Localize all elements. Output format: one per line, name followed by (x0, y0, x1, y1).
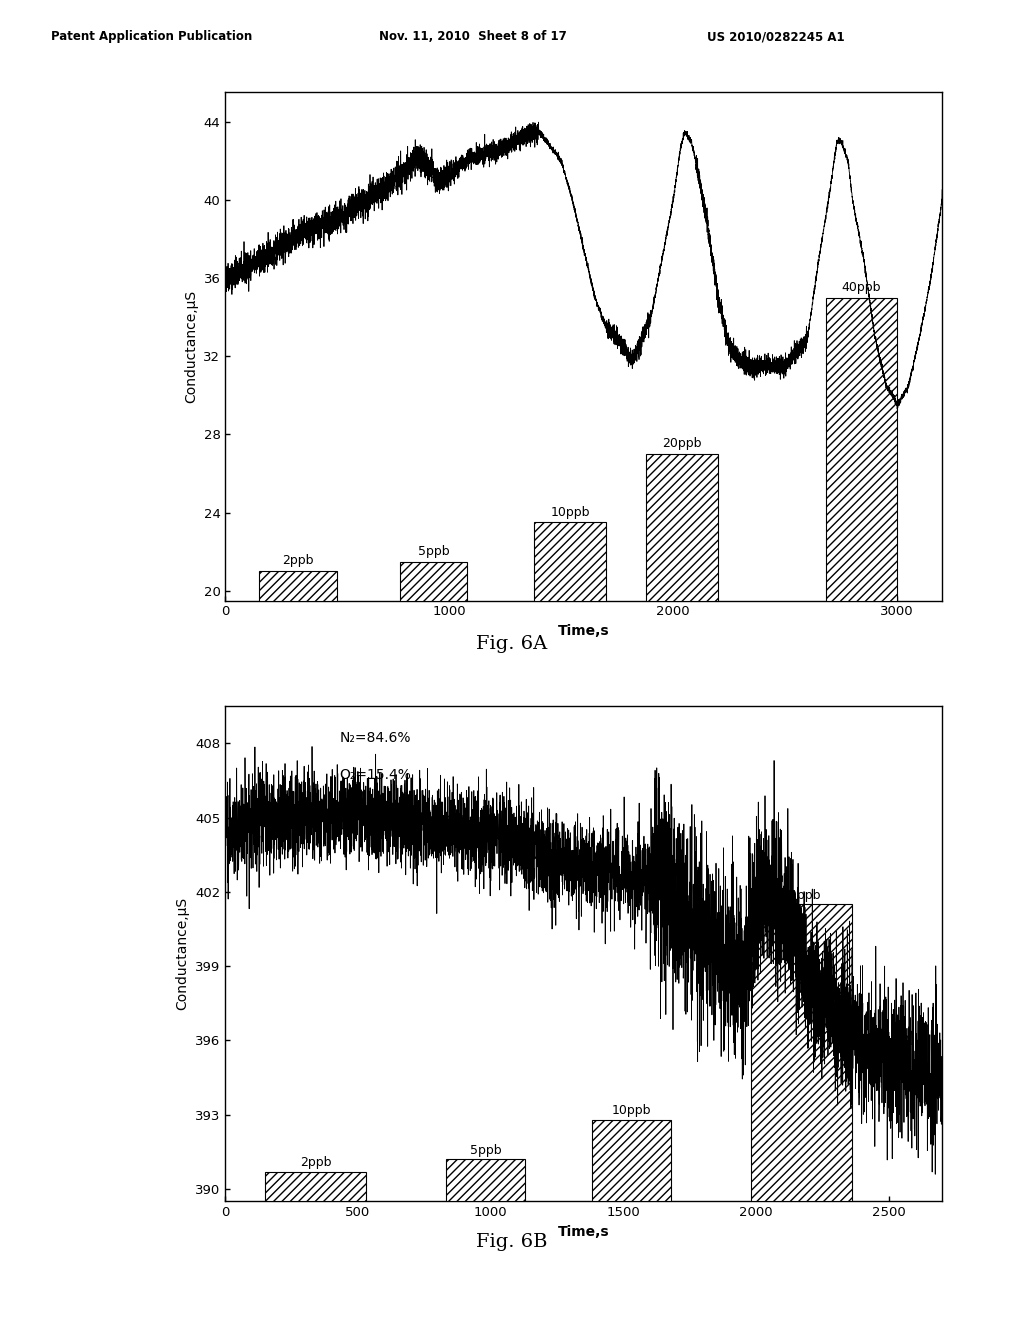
Text: Fig. 6A: Fig. 6A (476, 635, 548, 653)
X-axis label: Time,s: Time,s (558, 1225, 609, 1238)
Text: US 2010/0282245 A1: US 2010/0282245 A1 (707, 30, 844, 44)
Text: 20ppb: 20ppb (663, 437, 702, 450)
Text: 5ppb: 5ppb (470, 1143, 502, 1156)
Y-axis label: Conductance,μS: Conductance,μS (184, 290, 198, 403)
Bar (646, 454, 718, 601)
Bar (825, 297, 897, 601)
Text: 40ppb: 40ppb (781, 888, 821, 902)
Bar (592, 1119, 672, 1201)
Bar (445, 1159, 525, 1201)
Y-axis label: Conductance,μS: Conductance,μS (175, 898, 189, 1010)
Text: Nov. 11, 2010  Sheet 8 of 17: Nov. 11, 2010 Sheet 8 of 17 (379, 30, 566, 44)
Bar (400, 561, 467, 601)
Bar (535, 523, 606, 601)
Text: 40ppb: 40ppb (842, 281, 882, 294)
Text: 5ppb: 5ppb (418, 545, 450, 557)
Text: Fig. 6B: Fig. 6B (476, 1233, 548, 1251)
Text: O₂=15.4%: O₂=15.4% (339, 768, 412, 781)
Text: Patent Application Publication: Patent Application Publication (51, 30, 253, 44)
Text: 10ppb: 10ppb (551, 506, 590, 519)
Bar (265, 1172, 366, 1201)
Text: N₂=84.6%: N₂=84.6% (339, 731, 411, 744)
Text: 10ppb: 10ppb (611, 1104, 651, 1117)
Bar (751, 904, 852, 1201)
Bar (259, 572, 337, 601)
X-axis label: Time,s: Time,s (558, 624, 609, 638)
Text: 2ppb: 2ppb (300, 1156, 332, 1170)
Text: 2ppb: 2ppb (283, 554, 313, 568)
